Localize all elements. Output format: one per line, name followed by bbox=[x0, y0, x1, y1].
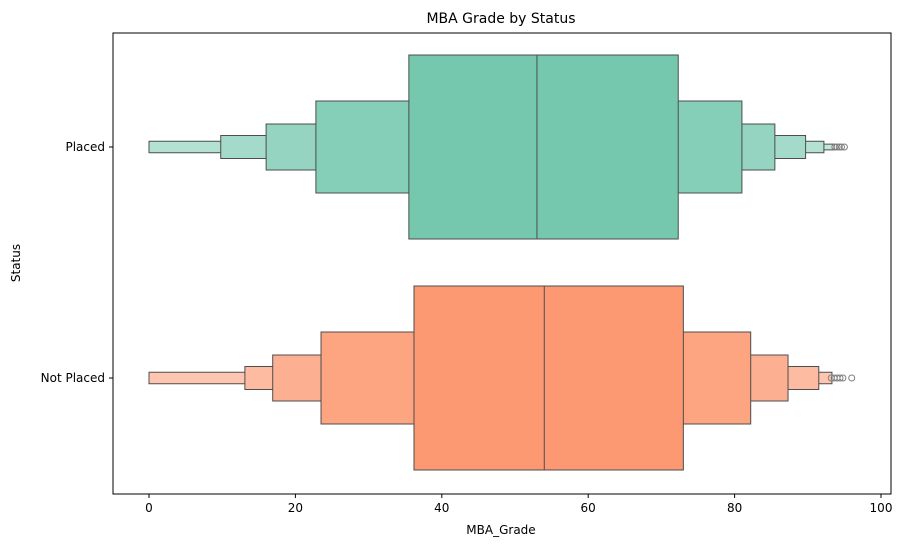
y-tick-label-0: Placed bbox=[65, 140, 105, 154]
x-tick-label-3: 60 bbox=[581, 501, 596, 515]
x-tick-label-0: 0 bbox=[145, 501, 153, 515]
outlier-point-0-4 bbox=[840, 143, 848, 151]
y-axis: Placed Not Placed bbox=[41, 140, 113, 385]
outlier-point-0-0 bbox=[831, 143, 839, 151]
chart-title: MBA Grade by Status bbox=[426, 11, 575, 27]
x-tick-label-5: 100 bbox=[870, 501, 893, 515]
y-tick-label-1: Not Placed bbox=[41, 371, 105, 385]
x-tick-label-1: 20 bbox=[288, 501, 303, 515]
x-tick-label-2: 40 bbox=[434, 501, 449, 515]
boxen-group-1 bbox=[148, 285, 856, 471]
plot-frame bbox=[112, 32, 892, 495]
boxen-group-0 bbox=[148, 54, 848, 240]
x-axis-label: MBA_Grade bbox=[466, 523, 535, 537]
outlier-point-1-4 bbox=[839, 374, 847, 382]
y-axis-label: Status bbox=[9, 244, 23, 282]
outlier-point-0-2 bbox=[835, 143, 843, 151]
outlier-point-1-5 bbox=[848, 374, 856, 382]
outlier-point-1-3 bbox=[836, 374, 844, 382]
x-axis: 0 20 40 60 80 100 bbox=[145, 494, 892, 515]
boxen-box-0-0 bbox=[408, 54, 679, 240]
x-tick-label-4: 80 bbox=[727, 501, 742, 515]
outlier-point-0-3 bbox=[837, 143, 845, 151]
boxen-box-1-0 bbox=[413, 285, 684, 471]
plot-area bbox=[148, 54, 856, 471]
outlier-point-0-1 bbox=[833, 143, 841, 151]
